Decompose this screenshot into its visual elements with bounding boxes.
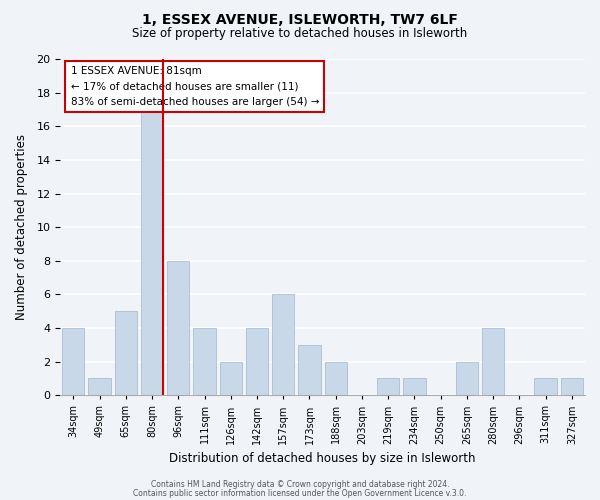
Bar [88, 378, 110, 396]
Text: Contains public sector information licensed under the Open Government Licence v.: Contains public sector information licen… [133, 488, 467, 498]
Bar [561, 378, 583, 396]
Bar [167, 261, 190, 396]
Bar [193, 328, 215, 396]
Bar [141, 110, 163, 396]
Bar [482, 328, 505, 396]
Bar [535, 378, 557, 396]
Bar [325, 362, 347, 396]
Bar [220, 362, 242, 396]
Bar [377, 378, 400, 396]
Bar [272, 294, 295, 396]
Bar [298, 345, 320, 396]
Bar [456, 362, 478, 396]
Text: Size of property relative to detached houses in Isleworth: Size of property relative to detached ho… [133, 28, 467, 40]
Bar [246, 328, 268, 396]
Text: 1, ESSEX AVENUE, ISLEWORTH, TW7 6LF: 1, ESSEX AVENUE, ISLEWORTH, TW7 6LF [142, 12, 458, 26]
Bar [115, 311, 137, 396]
Bar [62, 328, 85, 396]
X-axis label: Distribution of detached houses by size in Isleworth: Distribution of detached houses by size … [169, 452, 476, 465]
Y-axis label: Number of detached properties: Number of detached properties [15, 134, 28, 320]
Bar [403, 378, 425, 396]
Text: 1 ESSEX AVENUE: 81sqm
← 17% of detached houses are smaller (11)
83% of semi-deta: 1 ESSEX AVENUE: 81sqm ← 17% of detached … [71, 66, 319, 107]
Text: Contains HM Land Registry data © Crown copyright and database right 2024.: Contains HM Land Registry data © Crown c… [151, 480, 449, 489]
